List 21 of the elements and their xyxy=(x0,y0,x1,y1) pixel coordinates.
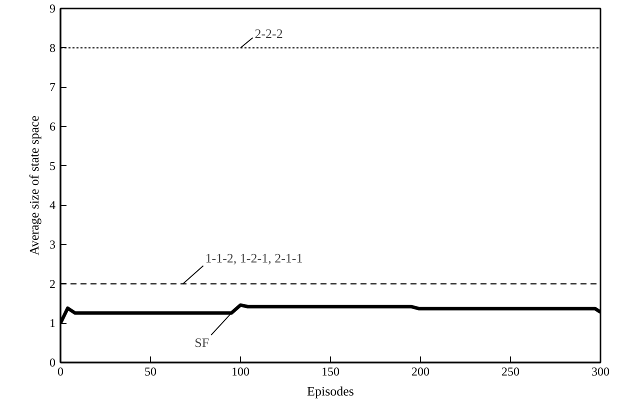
y-tick-label: 4 xyxy=(50,198,56,212)
y-tick-label: 1 xyxy=(50,316,56,330)
annotation: 1-1-2, 1-2-1, 2-1-1 xyxy=(205,250,303,266)
y-tick-label: 0 xyxy=(50,356,56,370)
x-axis-title: Episodes xyxy=(307,384,354,398)
y-tick-label: 3 xyxy=(50,238,56,252)
y-tick-label: 7 xyxy=(50,80,56,94)
y-tick-label: 8 xyxy=(50,40,56,55)
annotation: SF xyxy=(194,335,210,350)
annotation: 2-2-2 xyxy=(254,26,283,41)
x-tick-label: 50 xyxy=(144,364,156,378)
x-tick-label: 150 xyxy=(322,364,340,378)
y-axis-title: Average size of state space xyxy=(26,115,42,256)
x-tick-label: 250 xyxy=(502,364,520,378)
y-tick-label: 6 xyxy=(50,120,56,134)
x-tick-label: 300 xyxy=(592,364,610,378)
y-tick-label: 9 xyxy=(50,2,56,16)
x-tick-label: 100 xyxy=(232,364,250,378)
y-tick-label: 2 xyxy=(50,276,56,291)
x-tick-label: 200 xyxy=(412,364,430,378)
y-tick-label: 5 xyxy=(50,158,56,173)
